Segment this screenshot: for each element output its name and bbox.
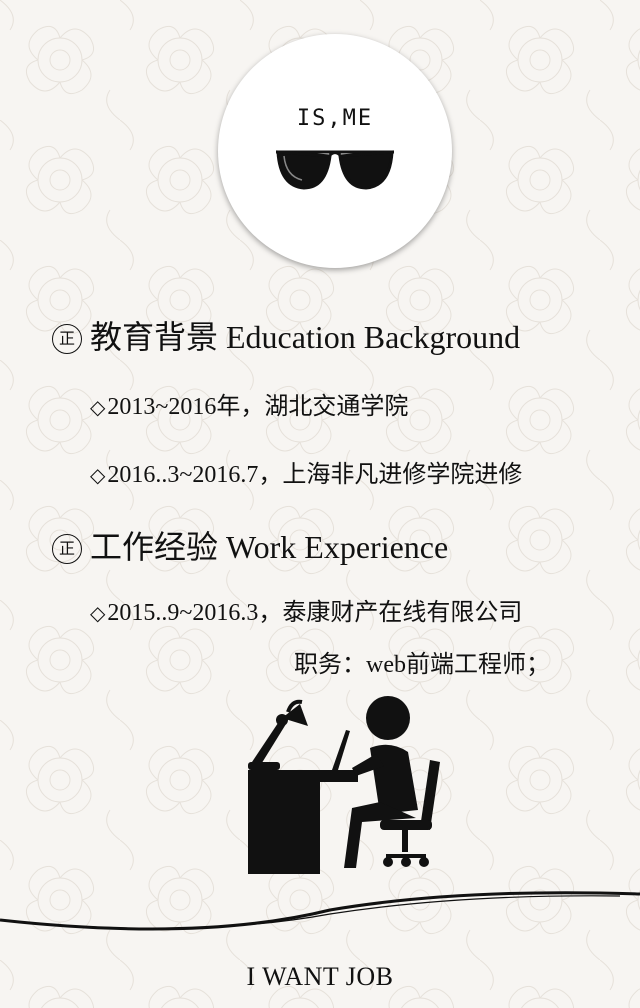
education-item: ◇2016..3~2016.7，上海非凡进修学院进修 bbox=[90, 462, 523, 488]
education-item: ◇2013~2016年，湖北交通学院 bbox=[90, 394, 409, 420]
worker-at-desk-icon bbox=[248, 696, 440, 874]
education-heading-text: 教育背景 Education Background bbox=[90, 319, 521, 355]
education-heading: 正教育背景 Education Background bbox=[52, 312, 520, 358]
heading-mark-icon: 正 bbox=[52, 324, 82, 354]
heading-mark-icon: 正 bbox=[52, 534, 82, 564]
work-heading-text: 工作经验 Work Experience bbox=[90, 529, 449, 565]
work-item: ◇2015..9~2016.3，泰康财产在线有限公司 bbox=[90, 600, 523, 626]
diamond-bullet-icon: ◇ bbox=[90, 601, 106, 625]
avatar-circle: IS,ME bbox=[218, 34, 452, 268]
work-heading: 正工作经验 Work Experience bbox=[52, 522, 448, 568]
diamond-bullet-icon: ◇ bbox=[90, 395, 106, 419]
diamond-bullet-icon: ◇ bbox=[90, 463, 106, 487]
sunglasses-icon bbox=[276, 150, 394, 190]
work-position: 职务：web前端工程师； bbox=[294, 652, 550, 678]
avatar-title: IS,ME bbox=[296, 106, 374, 131]
wave-decoration bbox=[0, 891, 640, 931]
footer-text: I WANT JOB bbox=[246, 962, 394, 991]
